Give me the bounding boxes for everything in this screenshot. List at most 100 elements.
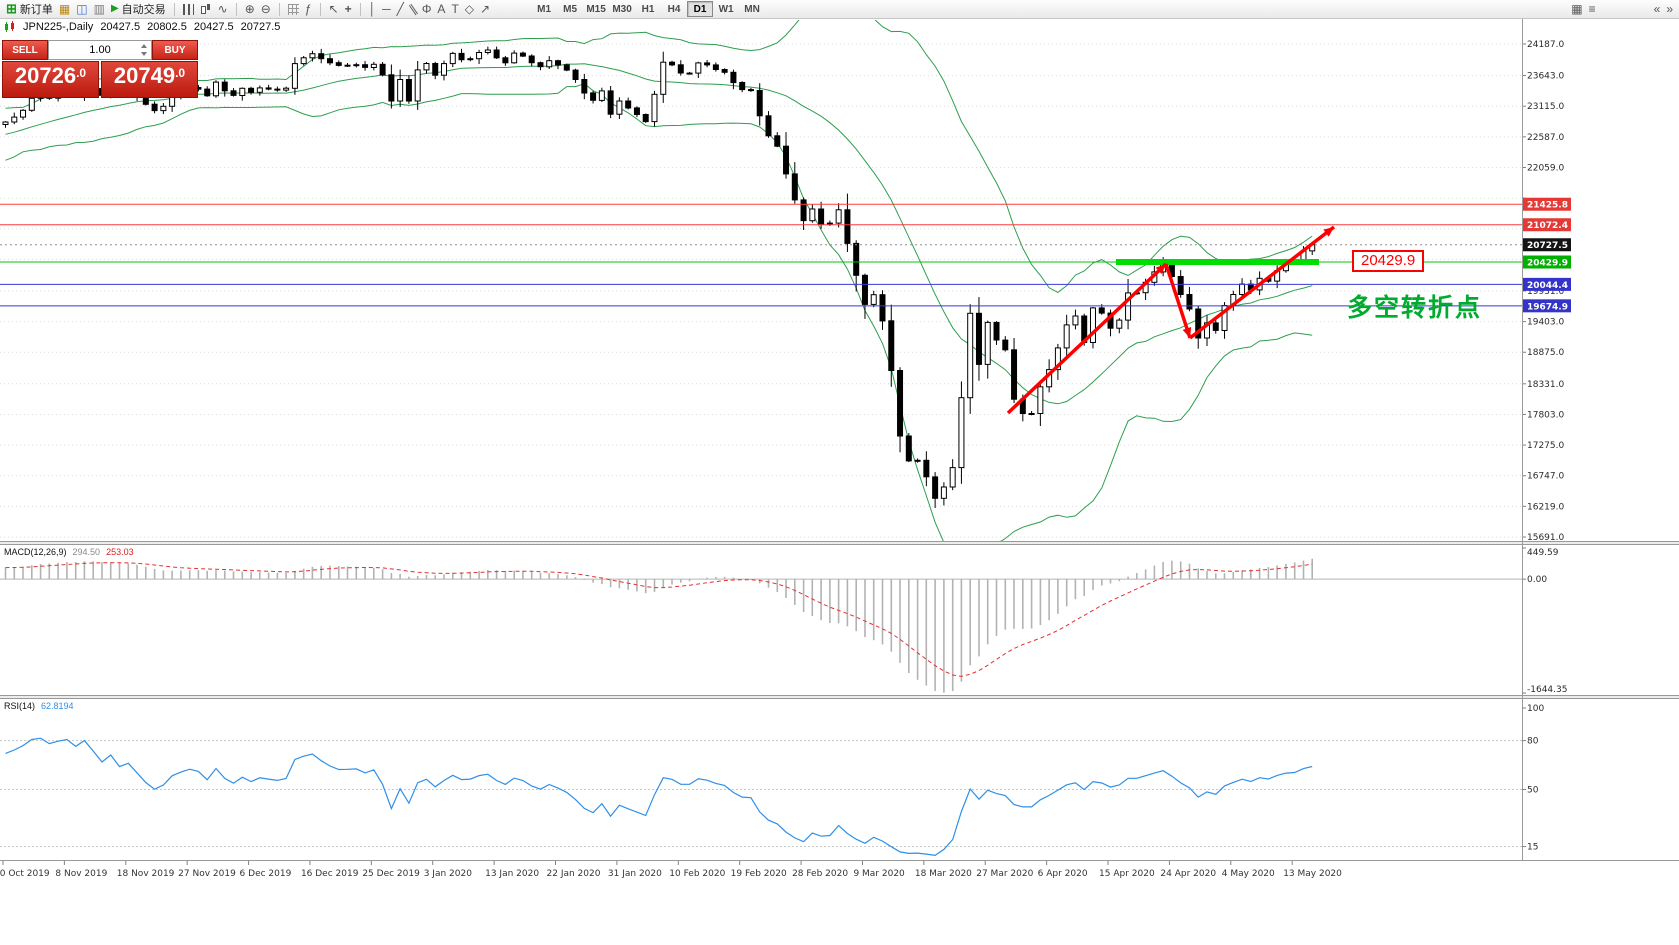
toolbar-scroll-left-button[interactable]: «	[1651, 1, 1664, 18]
ohlc-open: 20427.5	[100, 21, 141, 33]
line-chart-mode-button[interactable]: ∿	[215, 1, 231, 18]
trend-arrow[interactable]	[1188, 225, 1336, 340]
buy-button[interactable]: BUY	[152, 40, 198, 60]
toolbar-separator	[235, 2, 237, 16]
vertical-line-icon: │	[368, 2, 377, 16]
arrows-tool-button[interactable]: ↗	[477, 1, 493, 18]
ohlc-low: 20427.5	[193, 21, 234, 33]
buy-price-frac: .0	[175, 66, 186, 80]
svg-text:22059.0: 22059.0	[1527, 163, 1564, 173]
trend-arrow[interactable]	[1006, 262, 1168, 415]
grid-toggle-button[interactable]	[285, 1, 302, 18]
cursor-tool-button[interactable]: ↖	[326, 1, 342, 18]
channel-tool-button[interactable]: ∥	[406, 1, 420, 18]
sell-price-main: 20726	[14, 63, 77, 88]
sell-price[interactable]: 20726 .0	[2, 61, 99, 98]
svg-text:31 Jan 2020: 31 Jan 2020	[608, 869, 662, 879]
channel-icon: ∥	[406, 1, 420, 17]
buy-price[interactable]: 20749 .0	[101, 61, 198, 98]
zoom-in-button[interactable]: ⊕	[242, 1, 258, 18]
tile-windows-button[interactable]: ▦	[1568, 1, 1585, 18]
svg-text:15: 15	[1527, 843, 1538, 853]
volume-up-icon[interactable]	[140, 44, 147, 48]
svg-text:19674.9: 19674.9	[1527, 302, 1568, 312]
svg-text:6 Dec 2019: 6 Dec 2019	[240, 869, 292, 879]
crosshair-icon: +	[344, 2, 352, 16]
svg-text:19403.0: 19403.0	[1527, 318, 1564, 328]
svg-text:50: 50	[1527, 786, 1539, 796]
trend-arrow-head	[1323, 227, 1334, 237]
horizontal-line-tool-button[interactable]: ─	[379, 1, 394, 18]
toolbar-separator	[278, 2, 280, 16]
svg-text:13 Jan 2020: 13 Jan 2020	[485, 869, 539, 879]
svg-text:18 Nov 2019: 18 Nov 2019	[117, 869, 175, 879]
new-chart-button[interactable]: ▦	[56, 1, 73, 18]
trendline-tool-button[interactable]: ╱	[394, 1, 407, 18]
autotrading-button[interactable]: ▶ 自动交易	[108, 1, 169, 18]
autotrade-label: 自动交易	[121, 4, 166, 16]
label-tool-button[interactable]: T	[448, 1, 461, 18]
macd-value-signal: 253.03	[106, 547, 134, 557]
svg-text:21425.8: 21425.8	[1527, 201, 1568, 211]
candle-chart-mode-button[interactable]	[197, 1, 215, 18]
timeframe-toolbar: M1 M5 M15 M30 H1 H4 D1 W1 MN	[531, 1, 765, 17]
timeframe-h4[interactable]: H4	[661, 1, 687, 17]
volume-down-icon[interactable]	[140, 52, 147, 56]
svg-text:100: 100	[1527, 704, 1544, 714]
window-list-button[interactable]: ≡	[1586, 1, 1599, 18]
price-flag-label[interactable]: 20429.9	[1352, 250, 1425, 272]
svg-text:23115.0: 23115.0	[1527, 102, 1564, 112]
sell-button[interactable]: SELL	[2, 40, 48, 60]
svg-text:3 Jan 2020: 3 Jan 2020	[424, 869, 472, 879]
toolbar-scroll-right-button[interactable]: »	[1663, 1, 1676, 18]
volume-field[interactable]: 1.00	[48, 40, 152, 60]
timeframe-h1[interactable]: H1	[635, 1, 661, 17]
svg-text:18875.0: 18875.0	[1527, 348, 1564, 358]
timeframe-m15[interactable]: M15	[583, 1, 609, 17]
data-window-button[interactable]: ▥	[91, 1, 108, 18]
text-tool-button[interactable]: A	[434, 1, 448, 18]
new-order-button[interactable]: ⊞ 新订单	[3, 1, 56, 18]
svg-text:28 Feb 2020: 28 Feb 2020	[792, 869, 848, 879]
volume-spinner[interactable]	[138, 44, 149, 56]
trend-arrow-head	[1182, 327, 1192, 338]
svg-text:0.00: 0.00	[1527, 575, 1547, 585]
pivot-line-green-tag	[1523, 255, 1571, 269]
timeframe-d1[interactable]: D1	[687, 1, 714, 17]
indicators-button[interactable]: ƒ	[302, 1, 315, 18]
support-line-lower-tag	[1523, 299, 1571, 313]
macd-histogram	[4, 558, 1313, 693]
rsi-value: 62.8194	[41, 701, 74, 711]
profiles-button[interactable]: ◫	[73, 1, 90, 18]
svg-text:19 Feb 2020: 19 Feb 2020	[731, 869, 787, 879]
toolbar-right-group: ▦ ≡ « »	[1568, 1, 1676, 18]
bollinger-lower	[5, 83, 1313, 541]
crosshair-tool-button[interactable]: +	[342, 1, 355, 18]
timeframe-m30[interactable]: M30	[609, 1, 635, 17]
timeframe-mn[interactable]: MN	[739, 1, 765, 17]
shapes-tool-button[interactable]: ◇	[462, 1, 477, 18]
vertical-line-tool-button[interactable]: │	[366, 1, 380, 18]
svg-text:10 Feb 2020: 10 Feb 2020	[669, 869, 725, 879]
svg-text:19931.0: 19931.0	[1527, 287, 1564, 297]
bar-chart-mode-button[interactable]	[180, 1, 197, 18]
timeframe-m5[interactable]: M5	[557, 1, 583, 17]
ohlc-close: 20727.5	[240, 21, 281, 33]
fibonacci-tool-button[interactable]: Φ	[419, 1, 435, 18]
turning-point-label[interactable]: 多空转折点	[1347, 294, 1483, 322]
timeframe-w1[interactable]: W1	[713, 1, 739, 17]
svg-text:20727.5: 20727.5	[1527, 241, 1568, 251]
toolbar-separator	[319, 2, 321, 16]
label-icon: T	[451, 2, 459, 16]
svg-text:9 Mar 2020: 9 Mar 2020	[853, 869, 905, 879]
zoom-out-button[interactable]: ⊖	[258, 1, 274, 18]
symbol-period-label: JPN225-,Daily	[23, 21, 94, 33]
svg-text:16747.0: 16747.0	[1527, 472, 1564, 482]
rsi-title: RSI(14)	[4, 701, 36, 711]
timeframe-m1[interactable]: M1	[531, 1, 557, 17]
svg-text:24187.0: 24187.0	[1527, 40, 1564, 50]
trend-arrow[interactable]	[1164, 263, 1192, 339]
svg-text:4 May 2020: 4 May 2020	[1222, 869, 1275, 879]
